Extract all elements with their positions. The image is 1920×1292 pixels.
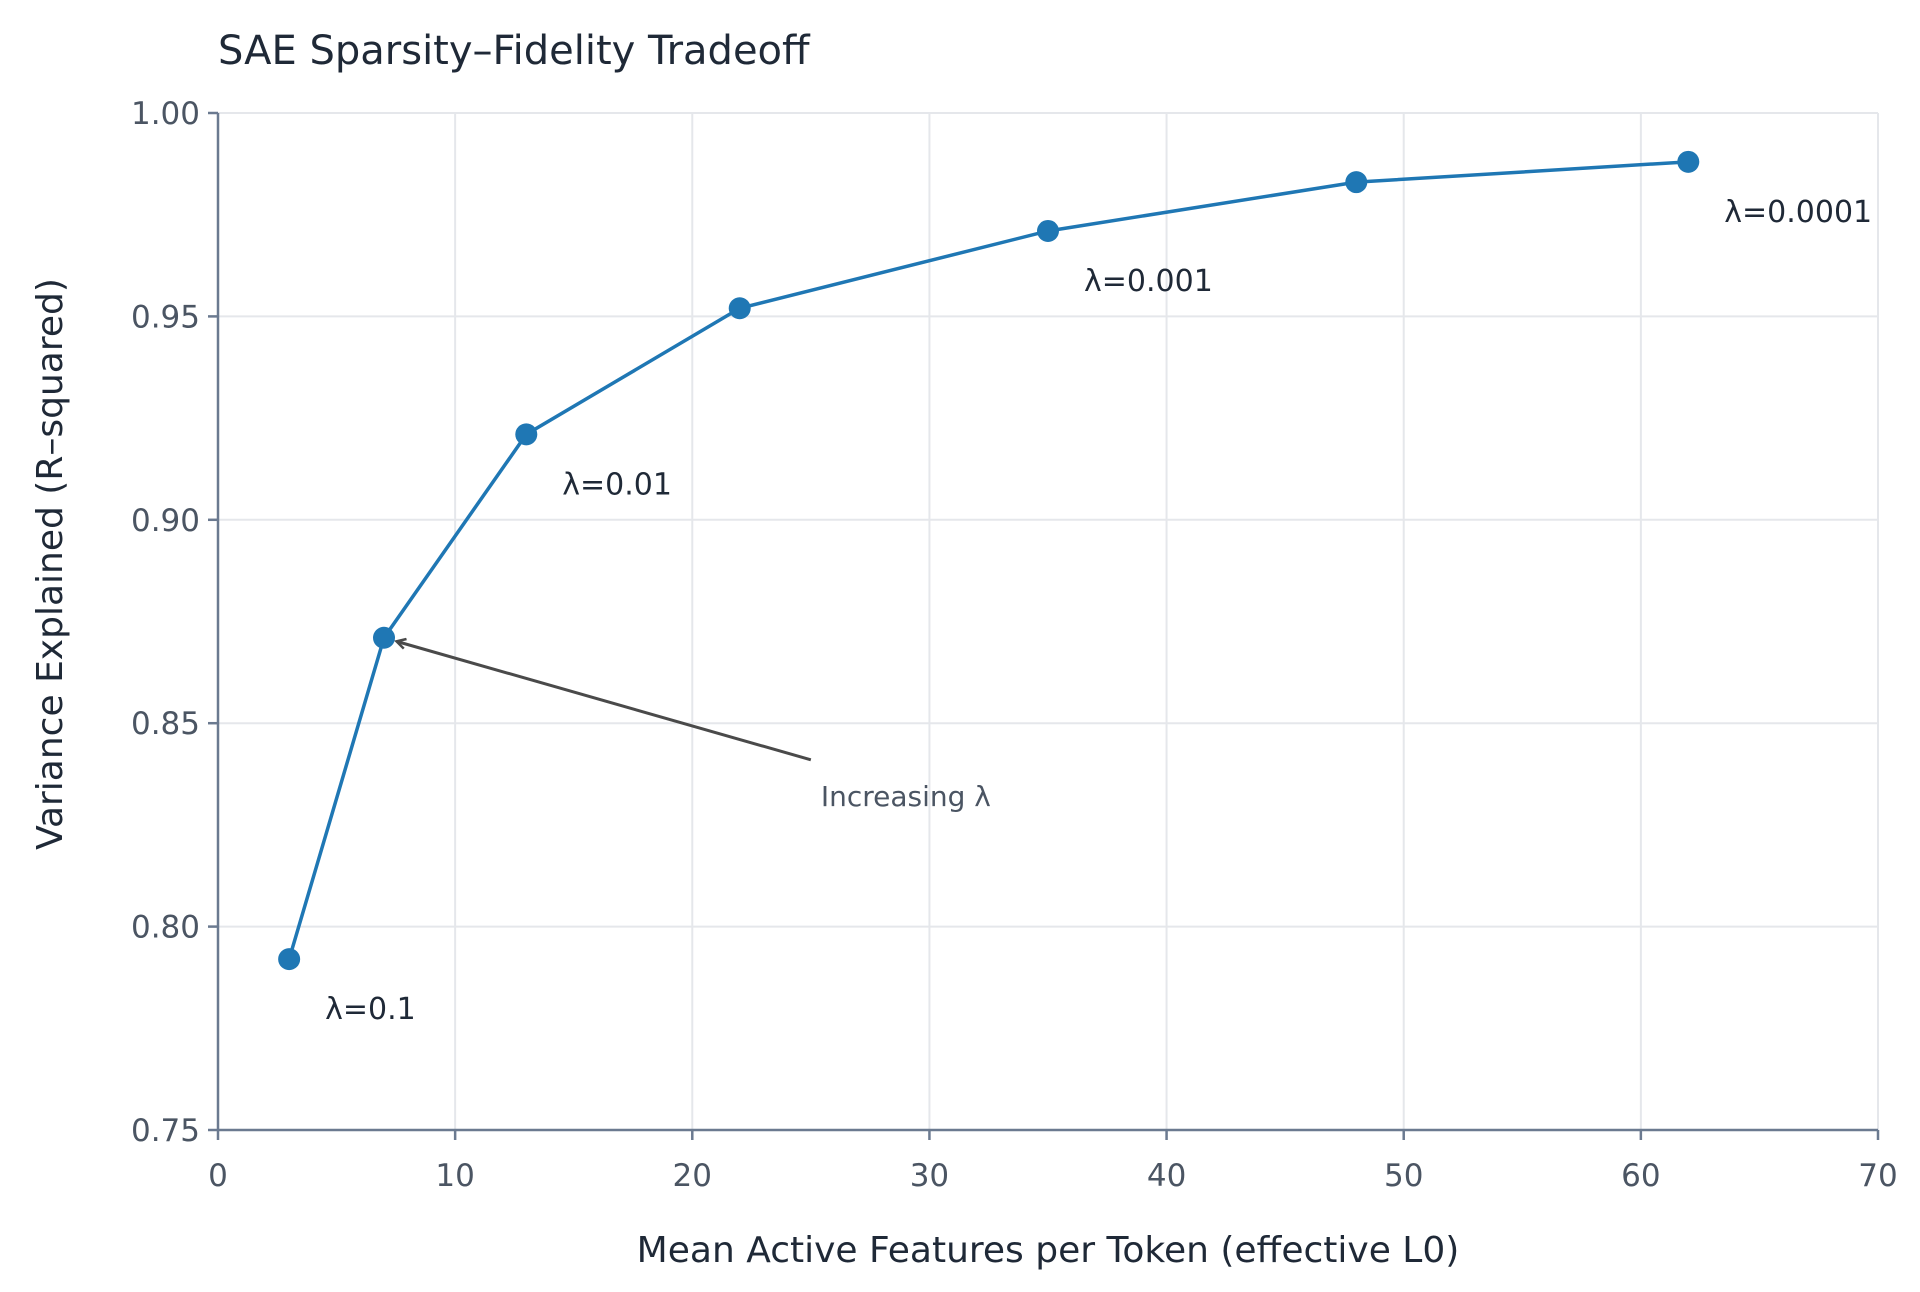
x-tick-label: 20	[673, 1158, 712, 1194]
y-tick-label: 0.95	[131, 299, 200, 335]
data-point	[1677, 150, 1700, 173]
point-label: λ=0.1	[325, 992, 416, 1027]
data-point	[1037, 219, 1059, 242]
annotation-label: Increasing λ	[821, 780, 991, 813]
series	[278, 150, 1700, 971]
ticks: 0 10 20 30 40 50 60 70 0.75 0.80 0.85 0.90 0.95 1.00	[131, 96, 1898, 1194]
x-tick-label: 70	[1858, 1158, 1897, 1194]
chart-title: SAE Sparsity–Fidelity Tradeoff	[218, 28, 811, 74]
annotation-arrow	[397, 642, 812, 762]
y-tick-label: 0.75	[131, 1113, 200, 1149]
data-point	[373, 626, 395, 649]
x-tick-label: 10	[435, 1158, 474, 1194]
x-tick-label: 40	[1147, 1158, 1186, 1194]
y-tick-label: 0.85	[131, 706, 200, 742]
point-labels: λ=0.1 λ=0.01 λ=0.001 λ=0.0001	[325, 195, 1872, 1027]
x-axis-label: Mean Active Features per Token (effectiv…	[637, 1230, 1460, 1271]
annotation: Increasing λ	[397, 642, 991, 813]
y-tick-label: 0.80	[131, 910, 200, 946]
data-point	[728, 297, 751, 320]
point-label: λ=0.001	[1084, 264, 1213, 299]
x-tick-label: 0	[208, 1158, 228, 1194]
x-tick-label: 60	[1621, 1158, 1660, 1194]
data-point	[1345, 171, 1368, 194]
series-line	[287, 160, 1689, 960]
y-tick-label: 0.90	[131, 503, 200, 539]
axes	[216, 113, 1878, 1132]
point-label: λ=0.01	[562, 467, 672, 502]
data-point	[278, 948, 301, 971]
x-tick-label: 30	[910, 1158, 949, 1194]
x-tick-label: 50	[1384, 1158, 1423, 1194]
point-label: λ=0.0001	[1724, 195, 1872, 230]
y-axis-label: Variance Explained (R–squared)	[30, 278, 71, 850]
grid	[218, 112, 1879, 1130]
data-point	[515, 423, 538, 446]
y-tick-label: 1.00	[131, 96, 200, 132]
